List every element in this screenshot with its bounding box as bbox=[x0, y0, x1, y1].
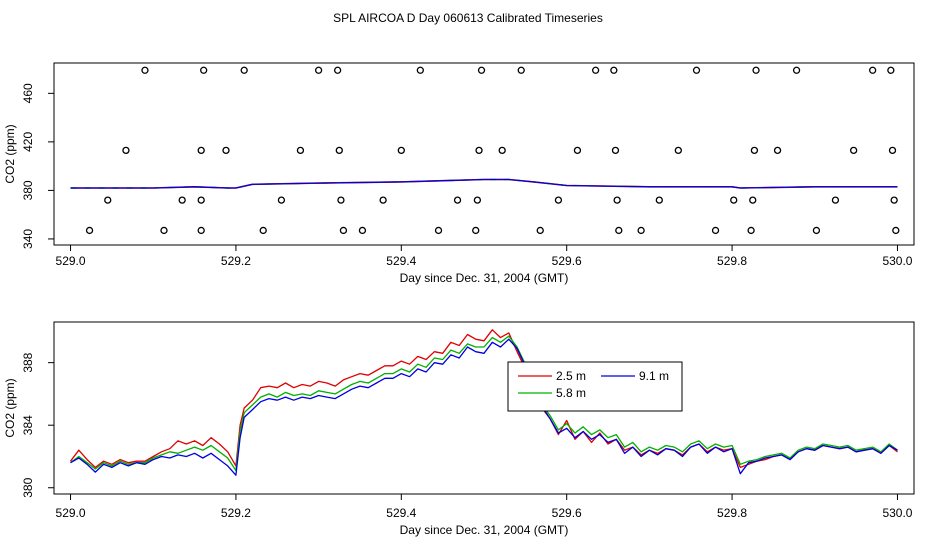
y-tick-label: 384 bbox=[21, 415, 35, 435]
calibration-point bbox=[240, 66, 248, 74]
calibration-point bbox=[752, 66, 760, 74]
calibration-point bbox=[692, 66, 701, 74]
calibration-panel: 529.0 529.2 529.4 529.6 529.8 530.0 340 380 420 4… bbox=[3, 62, 915, 285]
calibration-point bbox=[277, 196, 286, 204]
x-tick-label: 529.2 bbox=[221, 506, 251, 520]
calibration-point bbox=[613, 196, 621, 204]
calibration-point bbox=[750, 146, 759, 155]
calibration-point bbox=[222, 146, 230, 155]
calibration-point bbox=[475, 146, 483, 155]
series-line-1 bbox=[70, 335, 898, 472]
calibration-point bbox=[849, 146, 858, 155]
calibration-point bbox=[747, 226, 755, 235]
calibration-point bbox=[498, 146, 506, 155]
x-axis-label: Day since Dec. 31, 2004 (GMT) bbox=[400, 523, 569, 537]
calibration-point bbox=[637, 226, 645, 235]
calibration-point bbox=[473, 196, 482, 204]
calibration-point bbox=[831, 196, 840, 204]
calibration-point bbox=[554, 196, 563, 204]
calibration-point bbox=[434, 226, 443, 235]
calibration-point bbox=[197, 196, 205, 204]
calibration-point bbox=[379, 196, 387, 204]
y-tick-label: 420 bbox=[21, 132, 35, 152]
calibration-point bbox=[892, 226, 900, 235]
calibration-point bbox=[655, 196, 663, 204]
x-tick-label: 529.4 bbox=[386, 506, 416, 520]
calibration-point bbox=[887, 66, 895, 74]
trace-line-blue bbox=[70, 178, 898, 189]
calibration-point bbox=[197, 146, 205, 155]
calibration-point bbox=[536, 226, 544, 235]
y-tick-label: 380 bbox=[21, 477, 35, 497]
calibration-point bbox=[888, 146, 897, 155]
x-tick-label: 529.8 bbox=[717, 506, 747, 520]
y-tick-label: 460 bbox=[21, 83, 35, 103]
x-tick-label: 529.8 bbox=[717, 254, 747, 268]
figure-title: SPL AIRCOA D Day 060613 Calibrated Times… bbox=[333, 11, 603, 25]
x-tick-label: 529.2 bbox=[221, 254, 251, 268]
legend-box bbox=[507, 361, 683, 412]
plot-frame bbox=[53, 62, 915, 246]
calibration-point bbox=[141, 66, 149, 74]
calibration-point bbox=[573, 146, 582, 155]
calibration-point bbox=[397, 146, 405, 155]
calibration-point bbox=[197, 226, 205, 235]
calibration-point bbox=[749, 196, 757, 204]
calibration-point bbox=[122, 146, 130, 155]
calibration-point bbox=[160, 226, 168, 235]
calibration-point bbox=[200, 66, 208, 74]
y-axis-label: CO2 (ppm) bbox=[3, 124, 17, 183]
calibration-point bbox=[611, 146, 620, 155]
calibration-point bbox=[335, 146, 343, 155]
plot-area bbox=[70, 66, 900, 235]
x-tick-label: 529.6 bbox=[552, 254, 582, 268]
y-axis-label: CO2 (ppm) bbox=[3, 378, 17, 437]
x-tick-label: 530.0 bbox=[882, 506, 912, 520]
calibration-point bbox=[314, 66, 323, 74]
calibration-point bbox=[674, 146, 682, 155]
x-axis-label: Day since Dec. 31, 2004 (GMT) bbox=[400, 271, 569, 285]
calibration-point bbox=[517, 66, 525, 74]
calibration-point bbox=[773, 146, 782, 155]
calibration-point bbox=[178, 196, 186, 204]
calibration-point bbox=[890, 196, 898, 204]
x-tick-label: 529.4 bbox=[386, 254, 416, 268]
calibration-point bbox=[339, 226, 348, 235]
x-tick-label: 529.0 bbox=[56, 506, 86, 520]
legend-label-2: 9.1 m bbox=[639, 369, 669, 383]
calibration-point bbox=[869, 66, 877, 74]
calibration-point bbox=[259, 226, 267, 235]
calibration-point bbox=[333, 66, 342, 74]
series-line-2 bbox=[70, 338, 898, 476]
calibration-point bbox=[812, 226, 821, 235]
plot-frame bbox=[53, 321, 915, 495]
calibration-point bbox=[730, 196, 738, 204]
calibration-point bbox=[711, 226, 720, 235]
calibration-point bbox=[104, 196, 112, 204]
x-tick-label: 529.6 bbox=[552, 506, 582, 520]
y-tick-label: 340 bbox=[21, 229, 35, 249]
calibration-point bbox=[453, 196, 462, 204]
calibration-point bbox=[358, 226, 367, 235]
calibration-point bbox=[615, 226, 623, 235]
legend-label-0: 2.5 m bbox=[556, 369, 586, 383]
y-tick-label: 388 bbox=[21, 352, 35, 372]
calibration-point bbox=[477, 66, 486, 74]
legend: 2.5 m 9.1 m 5.8 m bbox=[507, 361, 683, 412]
calibration-point bbox=[296, 146, 305, 155]
plot-area bbox=[69, 329, 898, 476]
calibration-point bbox=[591, 66, 600, 74]
calibration-point bbox=[792, 66, 801, 74]
calibration-point bbox=[416, 66, 424, 74]
height-profile-panel: 529.0 529.2 529.4 529.6 529.8 530.0 380 384 388 D… bbox=[3, 321, 915, 537]
calibration-point bbox=[337, 196, 345, 204]
calibration-point bbox=[472, 226, 480, 235]
calibration-point bbox=[85, 226, 94, 235]
y-tick-label: 380 bbox=[21, 180, 35, 200]
legend-label-1: 5.8 m bbox=[556, 386, 586, 400]
x-tick-label: 530.0 bbox=[882, 254, 912, 268]
x-tick-label: 529.0 bbox=[56, 254, 86, 268]
calibration-point bbox=[610, 66, 618, 74]
